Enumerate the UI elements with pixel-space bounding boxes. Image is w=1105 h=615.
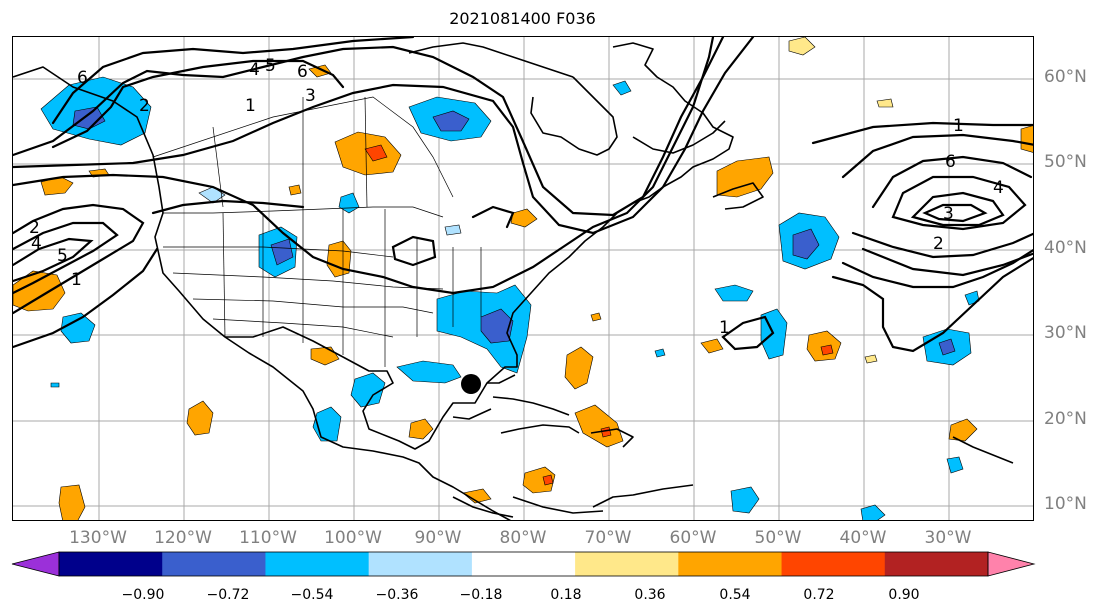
lon-label: 80°W — [499, 528, 547, 548]
contour-label: 1 — [719, 318, 730, 338]
colorbar-segments — [11, 551, 1036, 577]
contour-label: 6 — [77, 68, 88, 88]
colorbar-tick-label: 0.54 — [719, 587, 751, 603]
lon-label: 50°W — [754, 528, 802, 548]
lat-label: 60°N — [1044, 67, 1087, 87]
contour-labels: 6 4 5 6 3 2 1 1 6 4 3 2 2 4 5 1 1 — [29, 56, 1004, 338]
lon-label: 40°W — [839, 528, 887, 548]
political-borders — [152, 96, 482, 367]
colorbar-tick-label: 0.36 — [634, 587, 666, 603]
contour-label: 1 — [953, 116, 964, 136]
colorbar-segment — [471, 552, 576, 576]
contour-label: 2 — [139, 96, 150, 116]
colorbar — [11, 551, 1036, 577]
lon-label: 30°W — [924, 528, 972, 548]
lat-label: 20°N — [1044, 409, 1087, 429]
contour-label: 1 — [71, 270, 82, 290]
lat-label: 50°N — [1044, 152, 1087, 172]
colorbar-segment — [781, 552, 886, 576]
lat-label: 30°N — [1044, 323, 1087, 343]
colorbar-segment — [59, 552, 163, 576]
contour-label: 2 — [29, 218, 40, 238]
contour-label: 5 — [57, 246, 68, 266]
contour-label: 5 — [265, 56, 276, 76]
lon-label: 90°W — [414, 528, 462, 548]
lon-label: 130°W — [69, 528, 127, 548]
lat-label: 10°N — [1044, 494, 1087, 514]
lat-label: 40°N — [1044, 238, 1087, 258]
coastlines — [13, 42, 1014, 520]
colorbar-tick-label: −0.36 — [375, 587, 419, 603]
colorbar-tick-label: 0.18 — [550, 587, 582, 603]
colorbar-segment — [575, 552, 679, 576]
colorbar-tick-label: 0.72 — [803, 587, 835, 603]
contour-label: 4 — [993, 178, 1004, 198]
contour-label: 3 — [943, 204, 954, 224]
positive-anomaly-patches — [13, 37, 1033, 520]
colorbar-segment — [265, 552, 370, 576]
contour-label: 1 — [245, 96, 256, 116]
lon-label: 110°W — [239, 528, 297, 548]
contour-label: 4 — [31, 234, 42, 254]
lon-label: 120°W — [154, 528, 212, 548]
colorbar-extend-max — [987, 551, 1036, 577]
negative-anomaly-patches — [40, 76, 980, 520]
storm-position-marker — [461, 374, 481, 394]
colorbar-tick-label: −0.18 — [459, 587, 503, 603]
map-title: 2021081400 F036 — [449, 9, 596, 28]
lon-label: 100°W — [324, 528, 382, 548]
colorbar-extend-min — [11, 551, 60, 577]
colorbar-segment — [162, 552, 266, 576]
colorbar-tick-label: −0.72 — [206, 587, 250, 603]
colorbar-segment — [368, 552, 473, 576]
contour-label: 4 — [249, 60, 260, 80]
colorbar-outline — [58, 551, 989, 577]
contour-label: 6 — [945, 152, 956, 172]
contour-label: 3 — [305, 86, 316, 106]
map-canvas: 6 4 5 6 3 2 1 1 6 4 3 2 2 4 5 1 1 — [13, 37, 1033, 520]
colorbar-segment — [678, 552, 783, 576]
lon-label: 70°W — [584, 528, 632, 548]
colorbar-tick-label: −0.54 — [290, 587, 334, 603]
colorbar-tick-label: −0.90 — [121, 587, 165, 603]
lon-label: 60°W — [669, 528, 717, 548]
contour-label: 6 — [297, 62, 308, 82]
colorbar-segment — [884, 552, 989, 576]
colorbar-tick-label: 0.90 — [888, 587, 920, 603]
height-contours — [13, 37, 1033, 353]
map-panel: 6 4 5 6 3 2 1 1 6 4 3 2 2 4 5 1 1 — [12, 36, 1034, 521]
contour-label: 2 — [933, 234, 944, 254]
